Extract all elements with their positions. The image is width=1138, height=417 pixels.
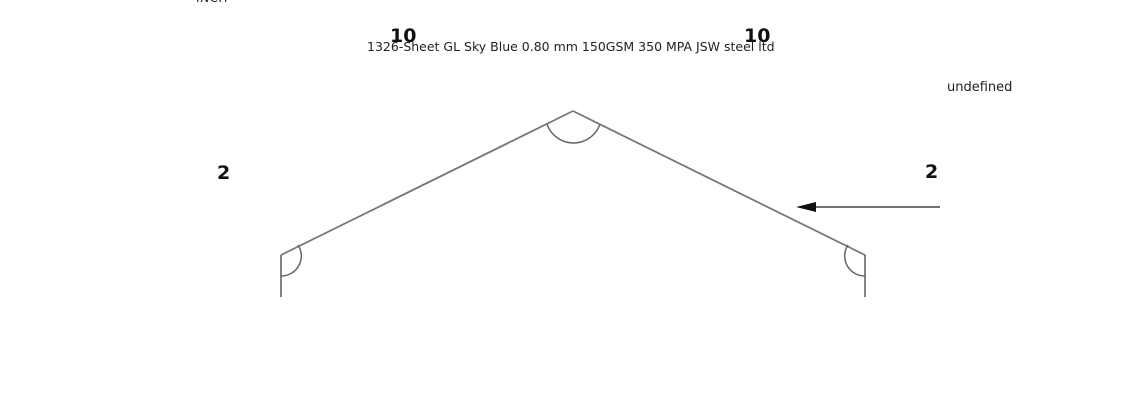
- left-bend-angle-arc: [280, 244, 303, 277]
- left-slope-dimension: 10: [390, 25, 416, 47]
- left-slope-line: [280, 110, 574, 256]
- right-bend-angle-arc: [843, 244, 866, 277]
- direction-arrow-head: [796, 202, 816, 212]
- right-slope-dimension: 10: [744, 25, 770, 47]
- right-slope-line: [572, 110, 866, 256]
- note-label: undefined: [947, 80, 1012, 95]
- right-hem-dimension: 2: [925, 161, 938, 183]
- unit-label: INCH: [196, 0, 228, 5]
- apex-angle-arc: [546, 123, 601, 144]
- material-description: 1326-Sheet GL Sky Blue 0.80 mm 150GSM 35…: [367, 39, 775, 54]
- left-hem-dimension: 2: [217, 162, 230, 184]
